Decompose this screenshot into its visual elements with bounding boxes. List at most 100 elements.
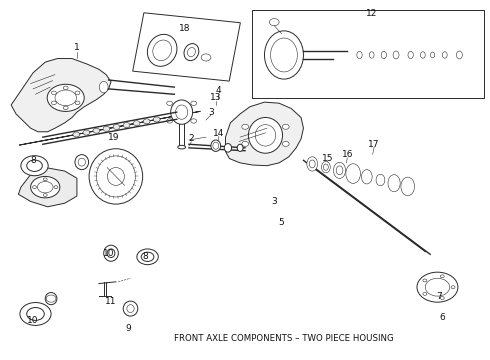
Circle shape: [20, 302, 51, 325]
Ellipse shape: [175, 105, 188, 119]
Circle shape: [441, 275, 444, 278]
Circle shape: [63, 106, 68, 110]
Ellipse shape: [336, 166, 343, 175]
Ellipse shape: [270, 38, 297, 72]
Circle shape: [103, 126, 110, 131]
Circle shape: [191, 119, 196, 123]
Circle shape: [21, 156, 48, 176]
Bar: [252, 10, 484, 98]
Ellipse shape: [323, 164, 328, 170]
Ellipse shape: [346, 164, 361, 183]
Text: 11: 11: [105, 297, 117, 306]
Text: 9: 9: [125, 324, 131, 333]
Text: 8: 8: [30, 156, 36, 165]
Circle shape: [270, 18, 279, 26]
Text: 13: 13: [210, 93, 221, 102]
Text: 3: 3: [271, 197, 277, 206]
Circle shape: [282, 124, 289, 129]
Text: 5: 5: [279, 219, 284, 228]
Ellipse shape: [213, 142, 219, 149]
Ellipse shape: [333, 162, 345, 179]
Circle shape: [282, 141, 289, 147]
Circle shape: [153, 117, 160, 122]
Text: 19: 19: [108, 132, 119, 141]
Circle shape: [167, 101, 172, 105]
Ellipse shape: [255, 125, 276, 146]
Circle shape: [141, 252, 154, 261]
Circle shape: [137, 249, 158, 265]
Ellipse shape: [211, 140, 220, 152]
Ellipse shape: [188, 48, 196, 57]
Ellipse shape: [127, 305, 134, 312]
Text: 12: 12: [366, 9, 377, 18]
Circle shape: [55, 90, 76, 106]
Ellipse shape: [388, 175, 400, 192]
Text: 3: 3: [208, 108, 214, 117]
Circle shape: [167, 119, 172, 123]
Circle shape: [73, 132, 80, 137]
Ellipse shape: [408, 51, 414, 59]
Text: 2: 2: [189, 134, 194, 143]
Circle shape: [51, 91, 56, 95]
Circle shape: [201, 54, 211, 61]
Circle shape: [242, 124, 248, 129]
Text: 6: 6: [440, 313, 445, 322]
Circle shape: [83, 130, 90, 135]
Circle shape: [191, 101, 196, 105]
Circle shape: [423, 292, 427, 295]
Text: 1: 1: [74, 43, 80, 52]
Ellipse shape: [99, 81, 108, 93]
Circle shape: [451, 286, 455, 289]
Circle shape: [143, 119, 150, 124]
Ellipse shape: [153, 40, 172, 60]
Ellipse shape: [442, 52, 447, 58]
Ellipse shape: [381, 51, 387, 59]
Polygon shape: [19, 111, 200, 145]
Ellipse shape: [184, 44, 199, 60]
Circle shape: [123, 122, 130, 127]
Ellipse shape: [178, 145, 186, 149]
Ellipse shape: [307, 157, 318, 171]
Text: 10: 10: [27, 315, 39, 324]
Circle shape: [113, 125, 120, 130]
Circle shape: [54, 186, 58, 189]
Ellipse shape: [420, 52, 425, 58]
Ellipse shape: [456, 51, 463, 59]
Circle shape: [133, 121, 140, 126]
Circle shape: [242, 141, 248, 147]
Ellipse shape: [171, 100, 193, 124]
Polygon shape: [19, 167, 77, 207]
Ellipse shape: [224, 144, 232, 152]
Ellipse shape: [45, 293, 57, 305]
Circle shape: [32, 186, 36, 189]
Ellipse shape: [107, 167, 124, 185]
Ellipse shape: [362, 170, 372, 184]
Circle shape: [63, 86, 68, 90]
Ellipse shape: [78, 158, 85, 166]
Ellipse shape: [376, 174, 385, 186]
Text: 10: 10: [103, 249, 114, 258]
Ellipse shape: [75, 155, 89, 170]
Ellipse shape: [107, 249, 115, 257]
Circle shape: [425, 278, 450, 296]
Ellipse shape: [393, 51, 399, 59]
Circle shape: [51, 101, 56, 105]
Ellipse shape: [97, 156, 135, 197]
Circle shape: [30, 176, 60, 198]
Ellipse shape: [147, 34, 177, 66]
Text: 15: 15: [322, 154, 334, 163]
Circle shape: [46, 295, 56, 302]
Ellipse shape: [321, 161, 330, 173]
Ellipse shape: [430, 52, 435, 58]
Ellipse shape: [265, 31, 303, 79]
Text: 18: 18: [179, 24, 191, 33]
Circle shape: [43, 194, 47, 197]
Ellipse shape: [104, 245, 118, 261]
Circle shape: [47, 84, 84, 111]
Ellipse shape: [248, 117, 283, 153]
Circle shape: [27, 307, 44, 320]
Ellipse shape: [357, 51, 362, 59]
Polygon shape: [225, 102, 303, 166]
Text: FRONT AXLE COMPONENTS – TWO PIECE HOUSING: FRONT AXLE COMPONENTS – TWO PIECE HOUSIN…: [174, 334, 394, 343]
Text: 7: 7: [436, 292, 442, 301]
